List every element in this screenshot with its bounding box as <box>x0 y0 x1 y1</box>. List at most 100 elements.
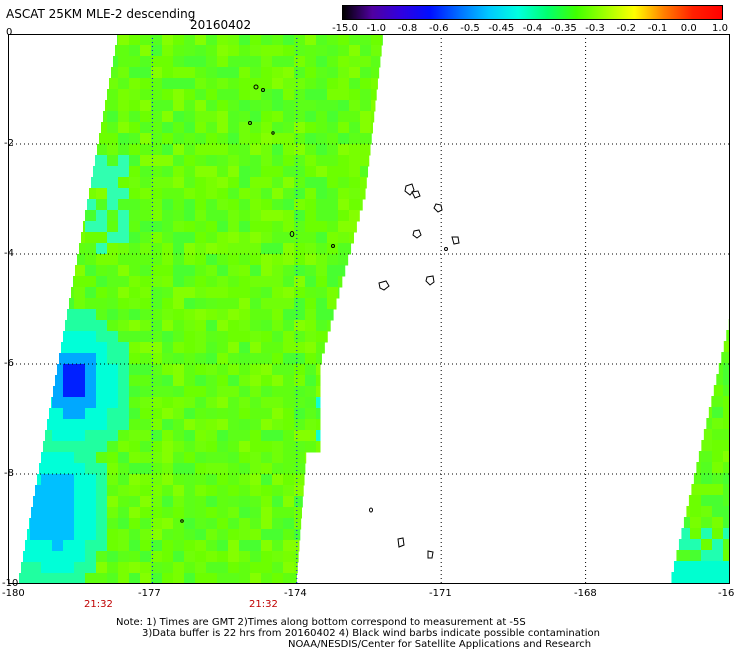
swath-cell <box>316 188 328 200</box>
swath-cell <box>162 441 174 453</box>
swath-cell <box>151 485 163 497</box>
swath-cell <box>217 386 229 398</box>
swath-cell <box>55 375 64 387</box>
swath-cell <box>29 518 31 530</box>
colorbar-label: -0.4 <box>522 23 543 34</box>
y-tick-label: -10 <box>2 578 19 589</box>
swath-cell <box>217 331 229 343</box>
swath-cell <box>272 265 284 277</box>
swath-cell <box>239 408 251 420</box>
swath-cell <box>294 243 306 255</box>
swath-cell <box>338 111 350 123</box>
swath-cell <box>63 529 75 541</box>
swath-cell <box>118 320 130 332</box>
swath-cell <box>30 518 42 530</box>
swath-cell <box>35 485 42 497</box>
swath-cell <box>151 155 163 167</box>
swath-cell <box>85 463 97 475</box>
swath-cell <box>261 573 273 584</box>
swath-cell <box>151 254 163 266</box>
swath-cell <box>74 419 86 431</box>
swath-cell <box>96 166 108 178</box>
swath-cell <box>162 199 174 211</box>
swath-cell <box>63 364 75 376</box>
swath-cell <box>184 507 196 519</box>
swath-cell <box>250 210 262 222</box>
swath-cell <box>228 254 240 266</box>
y-tick-label: -2 <box>4 138 14 149</box>
swath-cell <box>327 232 339 244</box>
swath-cell <box>118 441 130 453</box>
swath-cell <box>723 407 730 419</box>
swath-cell <box>327 100 339 112</box>
swath-cell <box>195 100 207 112</box>
swath-cell <box>96 562 108 574</box>
swath-cell <box>316 34 328 46</box>
swath-cell <box>690 517 702 529</box>
swath-cell <box>184 430 196 442</box>
swath-cell <box>206 408 218 420</box>
swath-cell <box>305 309 317 321</box>
swath-cell <box>239 276 251 288</box>
swath-cell <box>184 496 196 508</box>
swath-cell <box>118 133 130 145</box>
swath-cell <box>87 199 97 211</box>
swath-cell <box>250 364 262 376</box>
swath-cell <box>173 320 185 332</box>
swath-cell <box>25 540 31 552</box>
swath-cell <box>195 331 207 343</box>
swath-cell <box>118 496 130 508</box>
swath-cell <box>195 210 207 222</box>
y-tick-label: -8 <box>4 468 14 479</box>
swath-cell <box>99 133 108 145</box>
swath-cell <box>140 529 152 541</box>
swath-cell <box>673 561 680 573</box>
swath-cell <box>162 232 174 244</box>
swath-cell <box>96 496 108 508</box>
swath-cell <box>327 89 339 101</box>
island <box>444 247 448 251</box>
swath-cell <box>173 353 185 365</box>
swath-cell <box>239 518 251 530</box>
swath-cell <box>129 397 141 409</box>
swath-cell <box>723 363 730 375</box>
swath-cell <box>371 45 382 57</box>
swath-cell <box>338 144 350 156</box>
swath-cell <box>228 287 240 299</box>
swath-cell <box>129 375 141 387</box>
swath-cell <box>250 221 262 233</box>
swath-cell <box>250 298 262 310</box>
swath-cell <box>371 89 377 101</box>
swath-cell <box>53 386 64 398</box>
swath-cell <box>706 418 713 430</box>
swath-cell <box>239 122 251 134</box>
swath-cell <box>228 430 240 442</box>
note-line: Note: 1) Times are GMT 2)Times along bot… <box>116 617 526 628</box>
swath-cell <box>261 342 273 354</box>
swath-cell <box>283 309 295 321</box>
swath-cell <box>272 309 284 321</box>
swath-cell <box>228 353 240 365</box>
swath-cell <box>272 496 284 508</box>
swath-cell <box>140 507 152 519</box>
swath-cell <box>52 419 64 431</box>
swath-cell <box>41 496 53 508</box>
swath-cell <box>217 408 229 420</box>
swath-cell <box>294 540 300 552</box>
swath-cell <box>272 34 284 46</box>
swath-cell <box>206 309 218 321</box>
swath-cell <box>151 430 163 442</box>
swath-cell <box>107 276 119 288</box>
swath-cell <box>349 243 352 255</box>
swath-cell <box>118 408 130 420</box>
swath-cell <box>261 210 273 222</box>
swath-cell <box>74 540 86 552</box>
swath-cell <box>679 539 691 551</box>
swath-cell <box>118 199 130 211</box>
swath-cell <box>305 364 317 376</box>
swath-cell <box>107 111 119 123</box>
swath-cell <box>228 342 240 354</box>
swath-cell <box>118 551 130 563</box>
swath-cell <box>250 89 262 101</box>
swath-cell <box>272 45 284 57</box>
